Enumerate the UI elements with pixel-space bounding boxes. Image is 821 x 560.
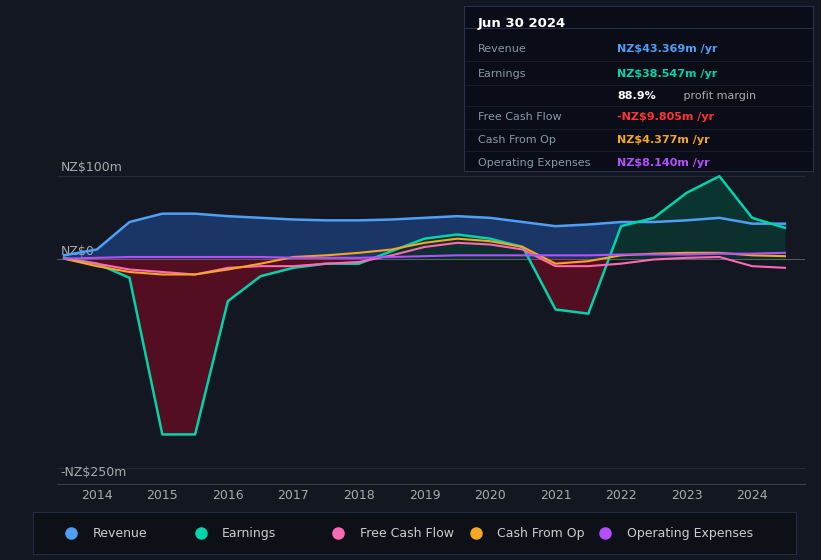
Text: 2019: 2019 xyxy=(409,488,440,502)
Text: 2015: 2015 xyxy=(146,488,178,502)
Text: Cash From Op: Cash From Op xyxy=(497,527,585,540)
Text: NZ$8.140m /yr: NZ$8.140m /yr xyxy=(617,157,710,167)
Text: NZ$0: NZ$0 xyxy=(61,245,94,258)
Text: Revenue: Revenue xyxy=(93,527,147,540)
Text: Free Cash Flow: Free Cash Flow xyxy=(360,527,454,540)
Text: 2016: 2016 xyxy=(212,488,244,502)
Text: 88.9%: 88.9% xyxy=(617,91,656,101)
Text: NZ$100m: NZ$100m xyxy=(61,161,122,174)
Text: 2021: 2021 xyxy=(539,488,571,502)
Text: -NZ$250m: -NZ$250m xyxy=(61,466,127,479)
Text: Operating Expenses: Operating Expenses xyxy=(627,527,753,540)
Text: Operating Expenses: Operating Expenses xyxy=(478,157,590,167)
Text: 2014: 2014 xyxy=(81,488,112,502)
Text: Cash From Op: Cash From Op xyxy=(478,135,556,145)
Text: -NZ$9.805m /yr: -NZ$9.805m /yr xyxy=(617,112,714,122)
Text: NZ$38.547m /yr: NZ$38.547m /yr xyxy=(617,69,718,79)
Text: NZ$4.377m /yr: NZ$4.377m /yr xyxy=(617,135,710,145)
Text: 2024: 2024 xyxy=(736,488,768,502)
Text: NZ$43.369m /yr: NZ$43.369m /yr xyxy=(617,44,718,54)
Text: Earnings: Earnings xyxy=(478,69,526,79)
Text: 2020: 2020 xyxy=(475,488,506,502)
Text: 2022: 2022 xyxy=(605,488,637,502)
Text: Jun 30 2024: Jun 30 2024 xyxy=(478,17,566,30)
Text: profit margin: profit margin xyxy=(680,91,756,101)
Text: 2017: 2017 xyxy=(277,488,310,502)
Text: Revenue: Revenue xyxy=(478,44,526,54)
Text: 2018: 2018 xyxy=(343,488,375,502)
Text: 2023: 2023 xyxy=(671,488,703,502)
Text: Free Cash Flow: Free Cash Flow xyxy=(478,112,562,122)
Text: Earnings: Earnings xyxy=(222,527,277,540)
